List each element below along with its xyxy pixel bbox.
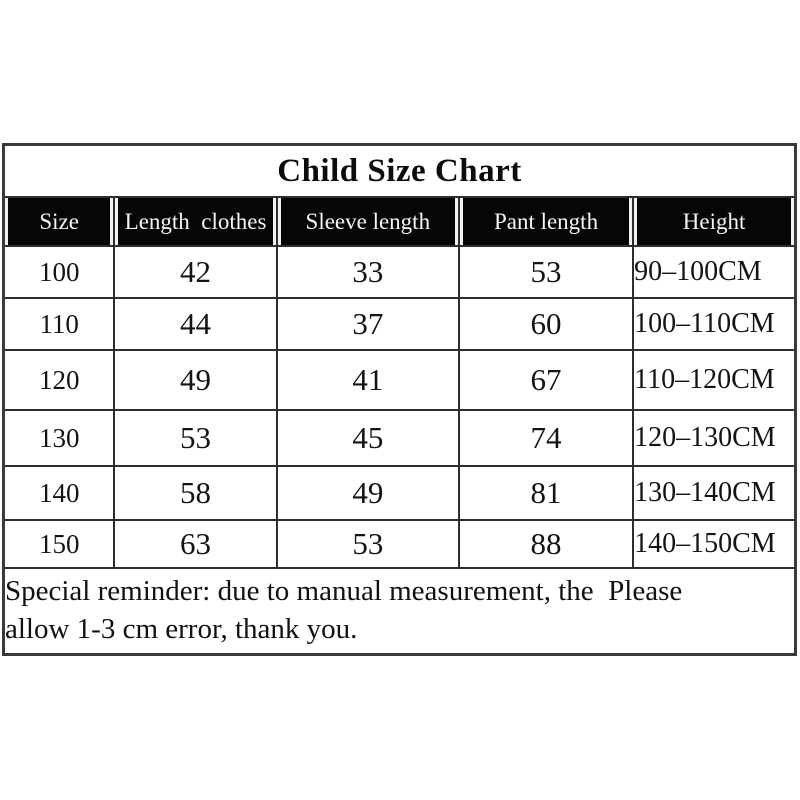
- length-clothes-cell: 44: [113, 297, 278, 351]
- table-row-size-140: 140 58 49 81 130–140CM: [2, 465, 797, 521]
- pant-length-cell: 53: [457, 245, 635, 299]
- note-row: Special reminder: due to manual measurem…: [2, 567, 797, 656]
- sleeve-length-cell: 49: [275, 465, 460, 521]
- sleeve-length-cell: 45: [275, 409, 460, 467]
- size-cell: 100: [2, 245, 116, 299]
- sleeve-length-cell: 53: [275, 519, 460, 569]
- pant-length-cell: 60: [457, 297, 635, 351]
- table-row-size-110: 110 44 37 60 100–110CM: [2, 297, 797, 351]
- column-header-size: Size: [2, 196, 116, 247]
- special-reminder-note: Special reminder: due to manual measurem…: [2, 567, 797, 656]
- pant-length-cell: 88: [457, 519, 635, 569]
- length-clothes-cell: 53: [113, 409, 278, 467]
- pant-length-cell: 81: [457, 465, 635, 521]
- size-cell: 110: [2, 297, 116, 351]
- table-row-size-130: 130 53 45 74 120–130CM: [2, 409, 797, 467]
- header-row: Size Length clothes Sleeve length Pant l…: [2, 196, 797, 247]
- length-clothes-cell: 42: [113, 245, 278, 299]
- table-row-size-150: 150 63 53 88 140–150CM: [2, 519, 797, 569]
- column-header-sleeve-length: Sleeve length: [275, 196, 460, 247]
- length-clothes-cell: 49: [113, 349, 278, 411]
- table-row-size-120: 120 49 41 67 110–120CM: [2, 349, 797, 411]
- sleeve-length-cell: 41: [275, 349, 460, 411]
- length-clothes-cell: 63: [113, 519, 278, 569]
- size-cell: 150: [2, 519, 116, 569]
- height-cell: 110–120CM: [632, 349, 797, 411]
- height-cell: 130–140CM: [632, 465, 797, 521]
- size-cell: 130: [2, 409, 116, 467]
- size-chart-table: Child Size Chart Size Length clothes Sle…: [2, 143, 797, 656]
- pant-length-cell: 74: [457, 409, 635, 467]
- table-row-size-100: 100 42 33 53 90–100CM: [2, 245, 797, 299]
- height-cell: 120–130CM: [632, 409, 797, 467]
- height-cell: 90–100CM: [632, 245, 797, 299]
- size-chart-container: Child Size Chart Size Length clothes Sle…: [2, 143, 797, 656]
- title-row: Child Size Chart: [2, 143, 797, 198]
- size-cell: 140: [2, 465, 116, 521]
- sleeve-length-cell: 37: [275, 297, 460, 351]
- chart-title: Child Size Chart: [2, 143, 797, 198]
- height-cell: 140–150CM: [632, 519, 797, 569]
- column-header-length-clothes: Length clothes: [113, 196, 278, 247]
- column-header-height: Height: [632, 196, 797, 247]
- column-header-pant-length: Pant length: [457, 196, 635, 247]
- pant-length-cell: 67: [457, 349, 635, 411]
- length-clothes-cell: 58: [113, 465, 278, 521]
- height-cell: 100–110CM: [632, 297, 797, 351]
- size-cell: 120: [2, 349, 116, 411]
- sleeve-length-cell: 33: [275, 245, 460, 299]
